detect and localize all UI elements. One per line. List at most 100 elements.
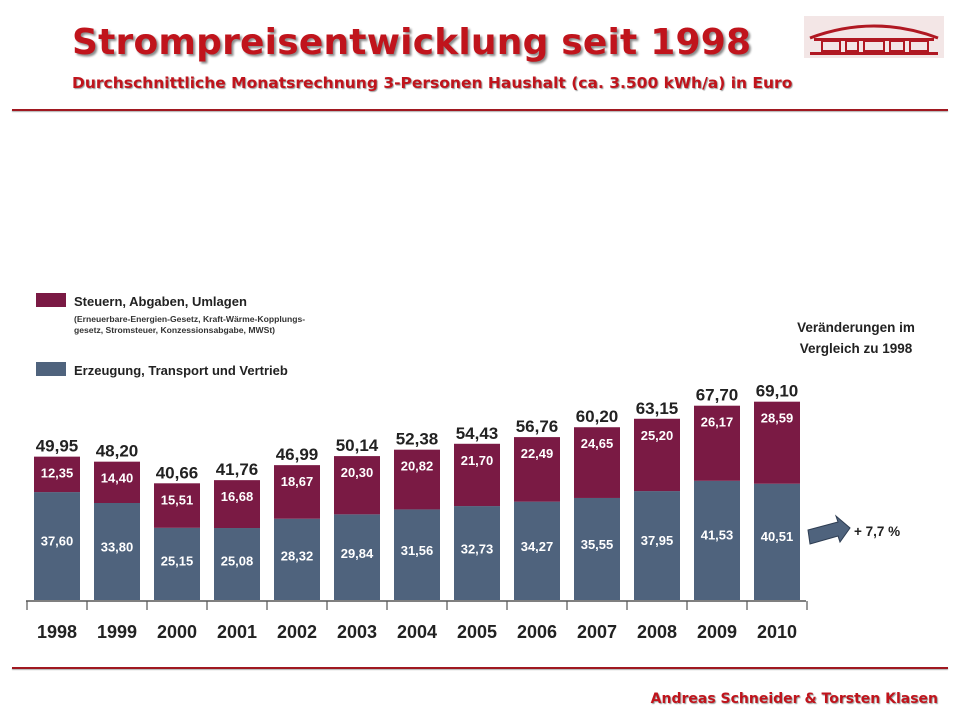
label-taxes-2006: 22,49	[521, 446, 554, 461]
bar-generation-2008	[634, 491, 680, 600]
label-generation-2003: 29,84	[341, 546, 374, 561]
label-taxes-2008: 25,20	[641, 428, 674, 443]
bar-taxes-2004	[394, 449, 440, 510]
bar-taxes-2007	[574, 427, 620, 498]
bar-generation-2000	[154, 527, 200, 600]
bar-taxes-2010	[754, 401, 800, 484]
bar-generation-1998	[34, 492, 80, 600]
label-total-2001: 41,76	[216, 460, 259, 479]
change-annotation: Veränderungen im Vergleich zu 1998 + 7,7…	[797, 320, 915, 545]
x-tick-label-2007: 2007	[577, 622, 617, 642]
label-total-2009: 67,70	[696, 386, 739, 405]
footer-authors: Andreas Schneider & Torsten Klasen	[650, 691, 938, 707]
slide-subtitle: Durchschnittliche Monatsrechnung 3-Perso…	[72, 74, 793, 92]
label-generation-2001: 25,08	[221, 553, 254, 568]
slide-title: Strompreisentwicklung seit 1998	[72, 22, 752, 63]
label-total-2003: 50,14	[336, 436, 379, 455]
bar-taxes-2006	[514, 437, 560, 502]
x-tick-label-2000: 2000	[157, 622, 197, 642]
annotation-heading-line2: Vergleich zu 1998	[800, 341, 913, 356]
bar-taxes-2008	[634, 418, 680, 492]
x-axis-labels: 1998 1999 2000 2001 2002 2003 2004 2005 2006 2007…	[37, 622, 797, 642]
label-total-2002: 46,99	[276, 445, 319, 464]
label-total-2005: 54,43	[456, 424, 499, 443]
bars-layer: 37,60 12,35 49,95 33,80 14,40 48,20 25,15 15,51…	[34, 382, 800, 600]
legend-swatch-generation	[36, 362, 66, 376]
label-total-2000: 40,66	[156, 463, 199, 482]
label-generation-2009: 41,53	[701, 527, 734, 542]
bar-taxes-2000	[154, 483, 200, 528]
x-tick-label-2003: 2003	[337, 622, 377, 642]
bar-generation-2004	[394, 509, 440, 600]
x-tick-label-2002: 2002	[277, 622, 317, 642]
bar-generation-2009	[694, 480, 740, 600]
x-axis-ticks	[26, 601, 808, 610]
bar-generation-2002	[274, 518, 320, 600]
chart-legend: Steuern, Abgaben, Umlagen (Erneuerbare-E…	[36, 293, 305, 378]
x-tick-label-1999: 1999	[97, 622, 137, 642]
label-taxes-2002: 18,67	[281, 474, 314, 489]
x-tick-label-2005: 2005	[457, 622, 497, 642]
label-generation-2010: 40,51	[761, 529, 794, 544]
annotation-change: + 7,7 %	[854, 524, 900, 539]
bar-taxes-2001	[214, 480, 260, 529]
label-generation-2002: 28,32	[281, 548, 314, 563]
label-taxes-2005: 21,70	[461, 453, 494, 468]
bar-generation-2010	[754, 483, 800, 600]
label-taxes-1999: 14,40	[101, 471, 134, 486]
x-tick-label-2009: 2009	[697, 622, 737, 642]
label-taxes-2001: 16,68	[221, 489, 254, 504]
bar-generation-2001	[214, 528, 260, 600]
x-tick-label-2010: 2010	[757, 622, 797, 642]
bar-generation-2005	[454, 506, 500, 600]
bar-taxes-2005	[454, 443, 500, 507]
bar-taxes-1999	[94, 461, 140, 503]
annotation-heading-line1: Veränderungen im	[797, 320, 915, 335]
bar-taxes-2002	[274, 465, 320, 519]
bar-taxes-1998	[34, 456, 80, 493]
label-taxes-2009: 26,17	[701, 415, 734, 430]
legend-label-generation: Erzeugung, Transport und Vertrieb	[74, 363, 288, 378]
x-tick-label-2008: 2008	[637, 622, 677, 642]
label-generation-1998: 37,60	[41, 534, 74, 549]
bar-generation-2007	[574, 497, 620, 600]
label-total-2007: 60,20	[576, 407, 619, 426]
bar-generation-1999	[94, 502, 140, 600]
legend-note-line2: gesetz, Stromsteuer, Konzessionsabgabe, …	[74, 325, 275, 335]
label-taxes-1998: 12,35	[41, 466, 74, 481]
company-logo	[804, 16, 944, 58]
label-total-2004: 52,38	[396, 430, 439, 449]
label-total-2006: 56,76	[516, 417, 559, 436]
label-generation-2007: 35,55	[581, 537, 614, 552]
bar-taxes-2009	[694, 405, 740, 481]
label-generation-2008: 37,95	[641, 533, 674, 548]
x-tick-label-2004: 2004	[397, 622, 437, 642]
bar-generation-2006	[514, 501, 560, 600]
label-generation-2000: 25,15	[161, 553, 194, 568]
footer-rule	[12, 667, 948, 669]
label-generation-2005: 32,73	[461, 541, 494, 556]
label-total-1998: 49,95	[36, 437, 79, 456]
label-taxes-2003: 20,30	[341, 465, 374, 480]
header-rule	[12, 109, 948, 111]
change-arrow-icon	[807, 514, 851, 545]
label-taxes-2004: 20,82	[401, 459, 434, 474]
label-total-2010: 69,10	[756, 382, 799, 401]
label-generation-1999: 33,80	[101, 540, 134, 555]
bar-taxes-2003	[334, 456, 380, 515]
label-total-1999: 48,20	[96, 442, 139, 461]
bar-generation-2003	[334, 514, 380, 600]
legend-swatch-taxes	[36, 293, 66, 307]
x-tick-label-1998: 1998	[37, 622, 77, 642]
label-total-2008: 63,15	[636, 399, 679, 418]
legend-note-line1: (Erneuerbare-Energien-Gesetz, Kraft-Wärm…	[74, 314, 305, 324]
label-generation-2004: 31,56	[401, 543, 434, 558]
label-generation-2006: 34,27	[521, 539, 554, 554]
x-tick-label-2006: 2006	[517, 622, 557, 642]
x-tick-label-2001: 2001	[217, 622, 257, 642]
label-taxes-2000: 15,51	[161, 492, 194, 507]
label-taxes-2007: 24,65	[581, 436, 614, 451]
legend-label-taxes: Steuern, Abgaben, Umlagen	[74, 294, 247, 309]
